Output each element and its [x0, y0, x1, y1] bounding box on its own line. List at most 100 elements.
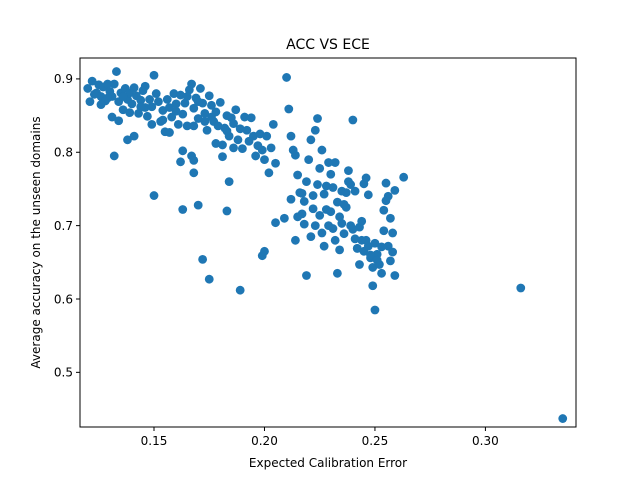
- data-point: [189, 121, 199, 131]
- data-point: [344, 166, 353, 176]
- y-tick-label: 0.7: [54, 219, 73, 233]
- y-tick-label: 0.5: [54, 366, 73, 380]
- data-point: [516, 283, 526, 293]
- data-point: [339, 199, 349, 209]
- data-point: [317, 228, 327, 238]
- data-point: [89, 89, 99, 99]
- data-point: [158, 115, 168, 125]
- data-point: [109, 79, 119, 89]
- data-point: [390, 271, 400, 280]
- data-point: [313, 180, 322, 189]
- data-point: [361, 235, 371, 245]
- data-point: [379, 205, 389, 215]
- data-point: [246, 113, 256, 123]
- data-point: [291, 235, 300, 245]
- data-point: [129, 131, 139, 141]
- data-point: [107, 112, 117, 122]
- data-point: [399, 172, 409, 182]
- data-point: [178, 205, 188, 214]
- data-point: [302, 177, 311, 187]
- data-point: [189, 168, 199, 178]
- data-point: [123, 135, 132, 145]
- data-point: [370, 305, 380, 315]
- data-point: [317, 145, 327, 155]
- data-point: [308, 204, 318, 214]
- data-point: [302, 271, 311, 280]
- data-point: [381, 178, 391, 188]
- data-point: [154, 97, 163, 107]
- data-point: [363, 190, 373, 200]
- data-point: [321, 181, 331, 191]
- data-point: [207, 112, 216, 122]
- data-point: [198, 254, 208, 264]
- data-point: [134, 108, 143, 118]
- data-point: [112, 67, 121, 76]
- data-point: [127, 99, 137, 109]
- data-point: [264, 168, 274, 178]
- data-point: [297, 188, 307, 198]
- y-axis-ticks: 0.5 0.6 0.7 0.8 0.9: [54, 72, 80, 380]
- data-point: [310, 221, 320, 231]
- data-point: [260, 246, 269, 256]
- data-point: [136, 95, 146, 105]
- data-point: [388, 228, 398, 238]
- x-tick-label: 0.15: [141, 434, 168, 448]
- data-point: [145, 95, 154, 104]
- data-point: [355, 260, 364, 269]
- data-point: [271, 218, 280, 228]
- y-tick-label: 0.6: [54, 292, 73, 306]
- x-axis-label: Expected Calibration Error: [249, 456, 407, 470]
- data-point: [96, 100, 106, 109]
- data-point: [279, 213, 289, 223]
- data-point: [335, 212, 344, 222]
- data-point: [213, 121, 223, 131]
- data-point: [169, 89, 179, 98]
- data-point: [196, 84, 205, 93]
- data-point: [255, 129, 265, 139]
- data-point: [165, 103, 174, 112]
- data-point: [337, 219, 347, 228]
- data-point: [390, 186, 400, 195]
- data-point: [319, 241, 329, 251]
- data-point: [381, 196, 391, 206]
- data-point: [284, 104, 294, 114]
- data-point: [187, 79, 196, 89]
- data-point: [178, 146, 188, 156]
- data-point: [218, 152, 227, 162]
- data-point: [348, 224, 358, 234]
- data-point: [204, 274, 214, 284]
- data-point: [207, 100, 216, 110]
- data-point: [151, 89, 161, 98]
- data-point: [178, 109, 188, 119]
- data-point: [200, 108, 210, 118]
- data-point: [240, 112, 250, 122]
- x-tick-label: 0.20: [251, 434, 278, 448]
- data-point: [313, 114, 322, 123]
- data-point: [299, 197, 309, 206]
- data-point: [335, 245, 344, 255]
- data-point: [326, 207, 336, 217]
- data-point: [136, 102, 146, 112]
- data-point: [193, 114, 203, 123]
- data-point: [85, 97, 95, 107]
- data-point: [386, 256, 395, 266]
- data-point: [229, 119, 238, 129]
- data-point: [388, 247, 398, 257]
- data-point: [293, 212, 303, 222]
- data-point: [328, 224, 338, 233]
- data-point: [352, 243, 362, 253]
- data-point: [215, 97, 225, 107]
- data-point: [326, 169, 336, 179]
- data-point: [370, 238, 380, 248]
- data-point: [235, 285, 245, 295]
- data-point: [361, 173, 371, 183]
- data-point: [328, 183, 338, 192]
- data-point: [125, 108, 135, 118]
- data-point: [235, 124, 245, 134]
- data-point: [377, 242, 386, 252]
- data-point: [193, 200, 203, 210]
- data-point: [359, 246, 369, 256]
- plot-frame: [79, 57, 577, 428]
- y-tick-label: 0.8: [54, 146, 73, 160]
